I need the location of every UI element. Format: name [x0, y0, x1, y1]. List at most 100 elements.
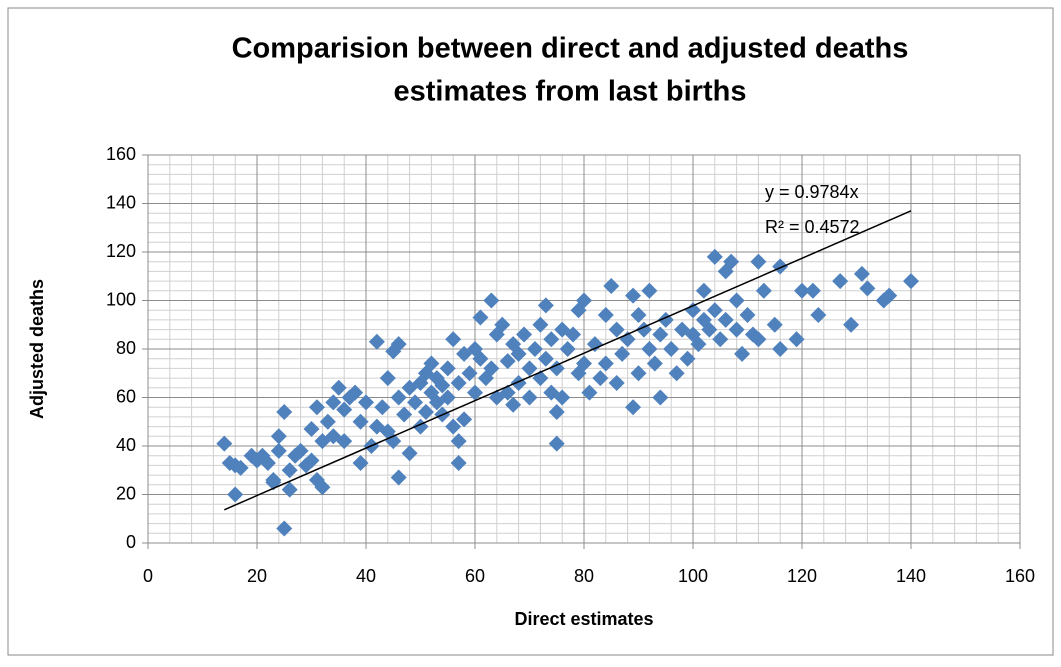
- data-point: [368, 333, 385, 350]
- data-point: [445, 418, 462, 435]
- data-point: [510, 345, 527, 362]
- data-point: [701, 321, 718, 338]
- data-point: [483, 360, 500, 377]
- data-point: [439, 389, 456, 406]
- x-tick-label: 100: [678, 566, 708, 586]
- data-point: [216, 435, 233, 452]
- data-point: [423, 355, 440, 372]
- data-point: [646, 355, 663, 372]
- data-point: [336, 401, 353, 418]
- data-point: [374, 399, 391, 416]
- data-point: [652, 326, 669, 343]
- data-point: [456, 411, 473, 428]
- y-tick-label: 60: [116, 386, 136, 406]
- data-point: [450, 374, 467, 391]
- data-point: [232, 459, 249, 476]
- x-axis-title: Direct estimates: [514, 609, 653, 629]
- data-point: [750, 253, 767, 270]
- data-point: [526, 341, 543, 357]
- x-tick-label: 80: [574, 566, 594, 586]
- data-point: [881, 287, 898, 304]
- data-point: [336, 433, 353, 450]
- data-point: [576, 292, 592, 309]
- chart-title: Comparision between direct and adjusted …: [232, 33, 909, 65]
- data-point: [445, 331, 462, 348]
- data-point: [597, 307, 614, 324]
- data-point: [390, 336, 407, 353]
- data-point: [347, 384, 364, 401]
- data-point: [586, 336, 603, 353]
- data-point: [537, 297, 554, 314]
- data-point: [385, 433, 402, 450]
- data-point: [417, 404, 434, 421]
- trendline: [224, 210, 912, 511]
- data-point: [804, 282, 821, 299]
- data-point: [303, 421, 320, 438]
- data-point: [685, 302, 701, 319]
- data-point: [543, 331, 560, 348]
- data-point: [630, 307, 647, 324]
- data-point: [641, 341, 658, 357]
- data-point: [559, 341, 576, 357]
- data-point: [548, 404, 565, 421]
- data-point: [450, 454, 467, 471]
- data-point: [379, 370, 396, 387]
- data-point: [319, 413, 336, 430]
- data-point: [625, 399, 642, 416]
- data-point: [597, 355, 614, 372]
- data-point: [766, 316, 783, 333]
- data-point: [603, 277, 620, 294]
- data-point: [853, 265, 870, 282]
- x-tick-label: 0: [143, 566, 153, 586]
- data-point: [608, 374, 625, 391]
- data-point: [537, 350, 554, 367]
- data-point: [641, 282, 658, 299]
- data-point: [472, 350, 489, 367]
- data-point: [554, 389, 571, 406]
- data-point: [401, 445, 418, 462]
- data-point: [668, 365, 685, 382]
- data-point: [227, 486, 244, 503]
- data-point: [723, 253, 740, 270]
- data-point: [772, 341, 789, 357]
- data-point: [548, 360, 565, 377]
- x-tick-label: 40: [356, 566, 376, 586]
- data-point: [308, 399, 325, 416]
- data-point: [794, 282, 810, 299]
- data-point: [521, 389, 538, 406]
- x-tick-label: 160: [1005, 566, 1035, 586]
- data-point: [483, 292, 500, 309]
- data-point: [396, 406, 413, 423]
- data-point: [270, 428, 287, 445]
- data-point: [439, 360, 456, 377]
- data-point: [717, 311, 734, 328]
- data-point: [461, 365, 478, 382]
- data-point: [270, 442, 287, 459]
- data-point: [728, 321, 745, 338]
- data-point: [903, 273, 919, 290]
- y-tick-label: 160: [106, 144, 136, 164]
- data-point: [467, 384, 483, 401]
- data-point: [625, 287, 642, 304]
- data-point: [859, 280, 876, 297]
- data-point: [712, 331, 729, 348]
- data-point: [407, 394, 424, 411]
- y-tick-label: 80: [116, 338, 136, 358]
- y-tick-label: 20: [116, 483, 136, 503]
- y-tick-label: 0: [126, 532, 136, 552]
- data-point: [663, 341, 680, 357]
- data-point: [499, 353, 516, 370]
- y-tick-label: 40: [116, 435, 136, 455]
- data-point: [390, 469, 407, 486]
- chart-title: estimates from last births: [394, 76, 747, 108]
- data-point: [706, 248, 723, 265]
- data-point: [325, 394, 342, 411]
- x-tick-label: 20: [247, 566, 267, 586]
- data-point: [532, 316, 549, 333]
- data-point: [505, 396, 522, 413]
- data-point: [358, 394, 374, 411]
- x-tick-label: 60: [465, 566, 485, 586]
- data-point: [843, 316, 860, 333]
- data-point: [576, 355, 592, 372]
